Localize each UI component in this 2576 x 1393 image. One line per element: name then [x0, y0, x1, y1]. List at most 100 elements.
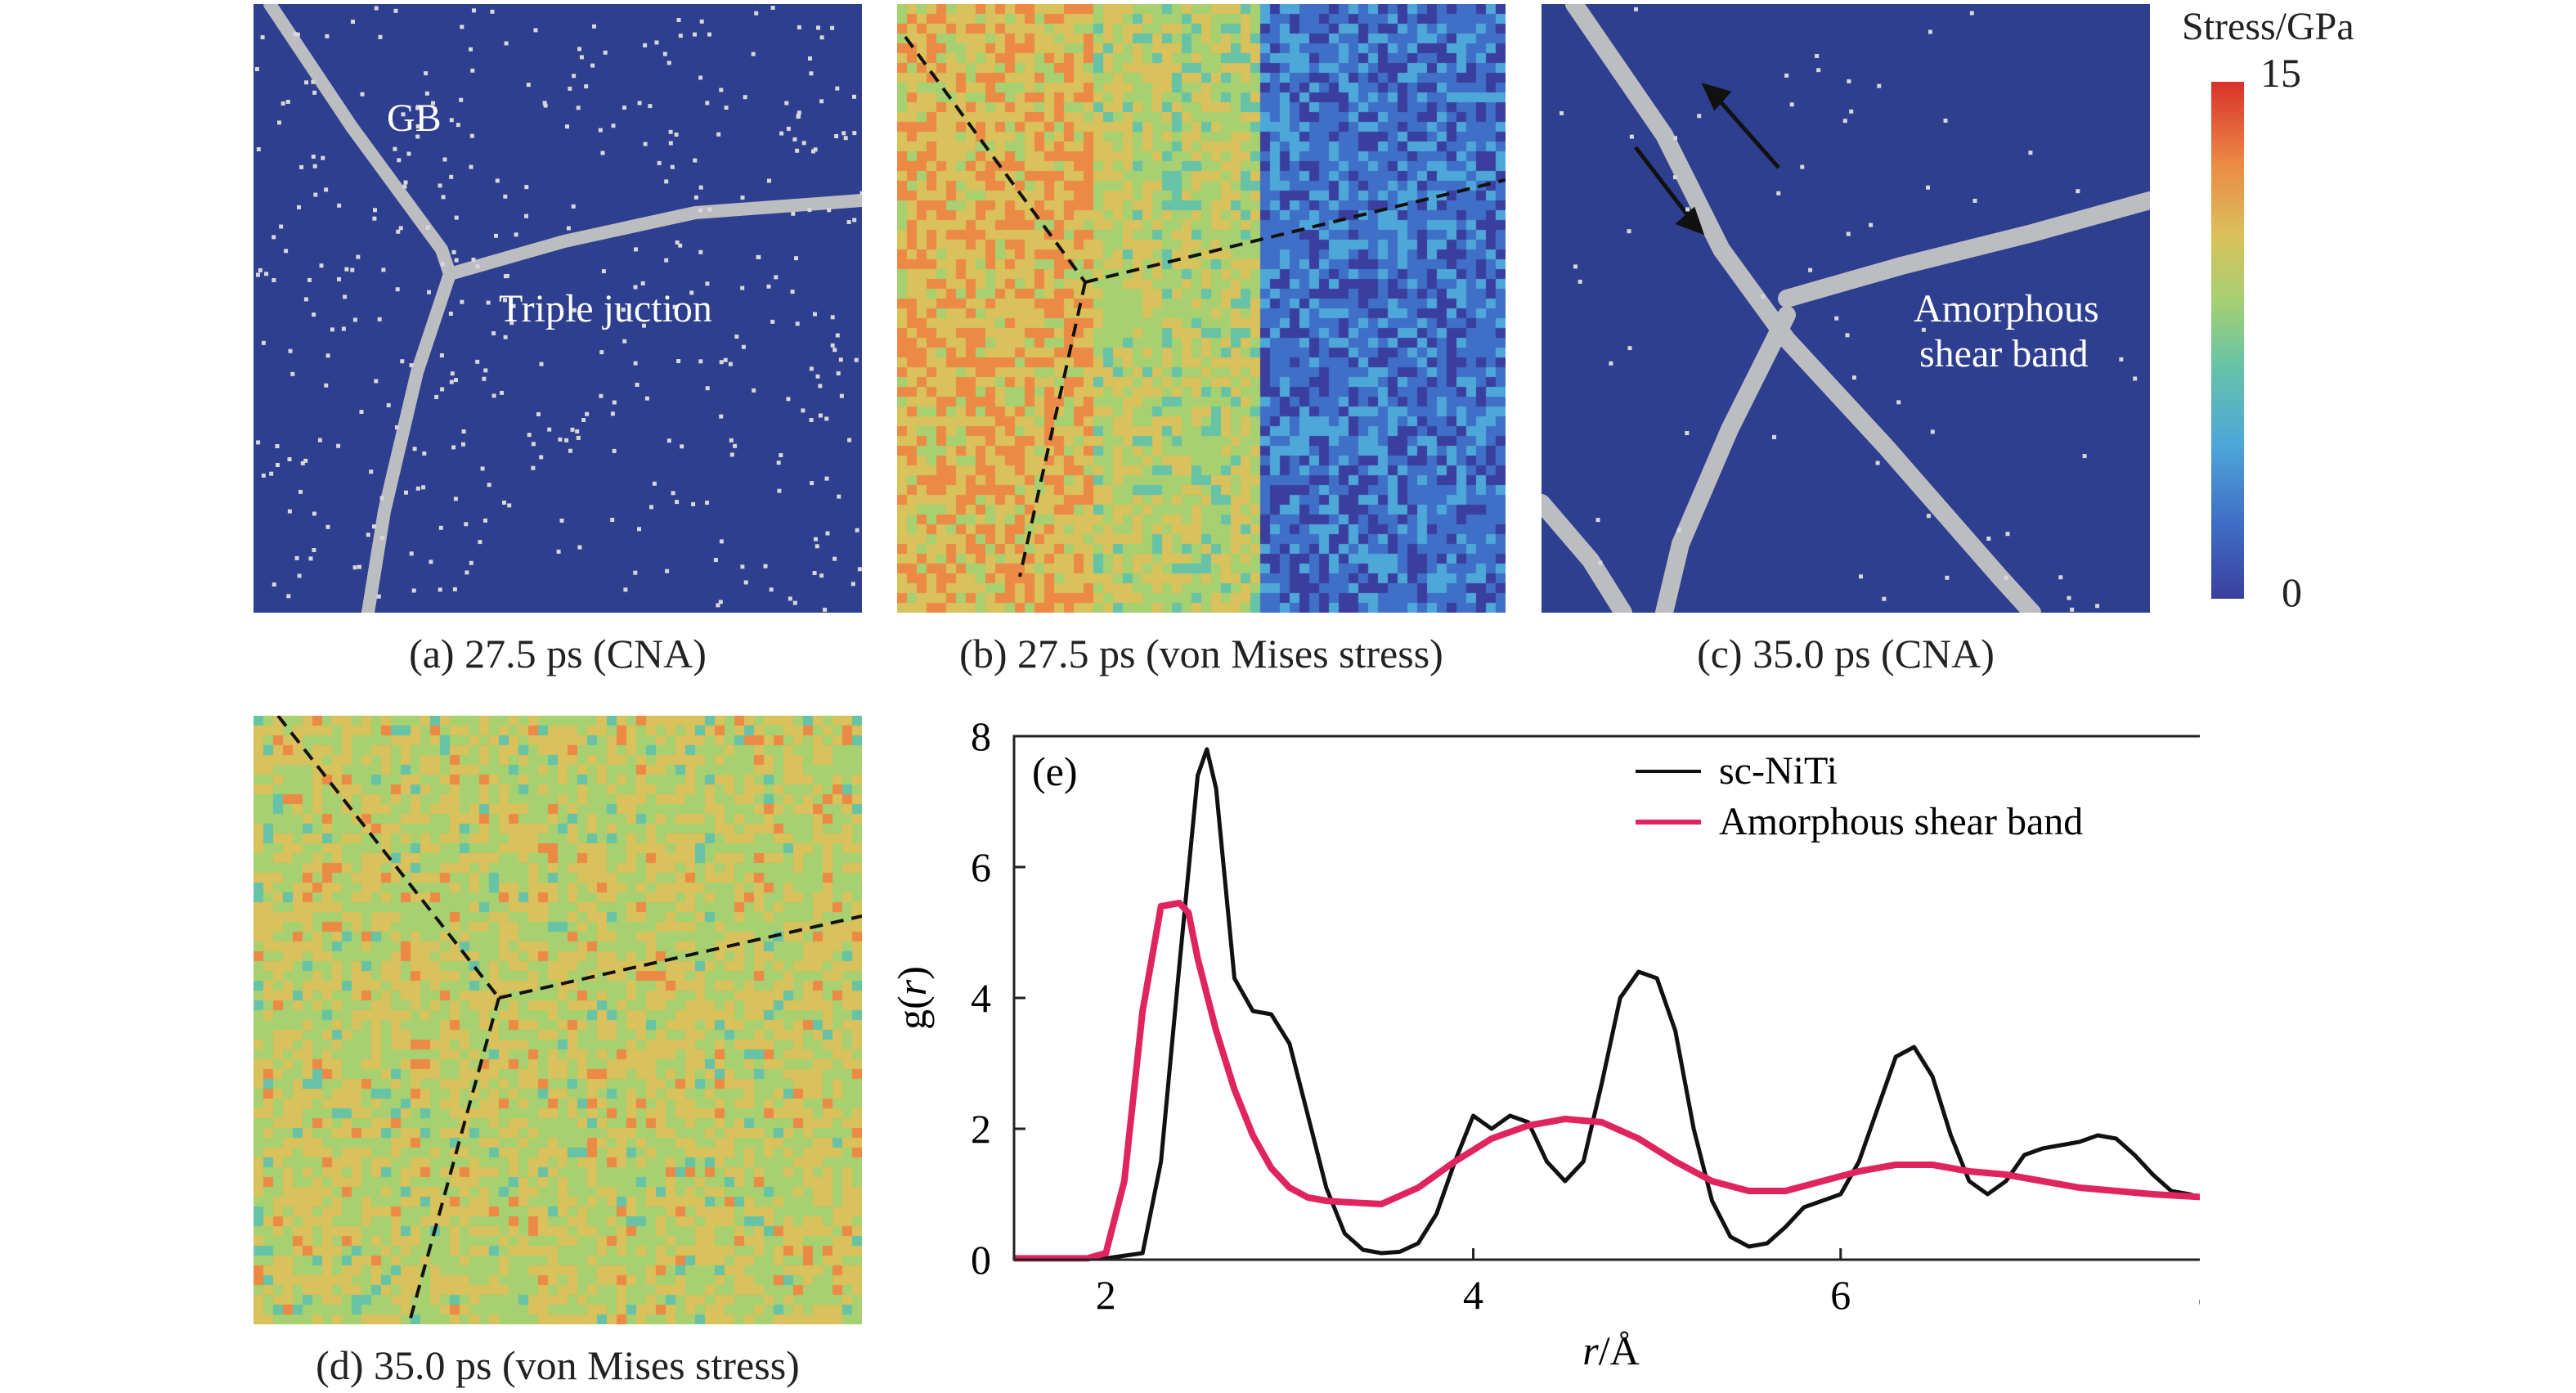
defect-atom: [1882, 596, 1887, 601]
defect-atom: [1877, 83, 1882, 88]
defect-atom: [478, 540, 482, 545]
defect-atom: [472, 8, 476, 13]
defect-atom: [642, 323, 646, 328]
panel-c-image: [1542, 4, 2150, 613]
defect-atom: [788, 596, 792, 601]
defect-atom: [830, 25, 835, 30]
defect-atom: [429, 559, 433, 564]
defect-atom: [743, 580, 748, 585]
defect-atom: [280, 101, 285, 106]
defect-atom: [819, 573, 824, 578]
defect-atom: [337, 276, 341, 281]
defect-atom: [680, 444, 684, 449]
defect-atom: [664, 258, 669, 263]
panel-d-stress-map: [254, 716, 862, 1324]
defect-atom: [1685, 207, 1690, 212]
defect-atom: [649, 505, 653, 510]
defect-atom: [454, 258, 459, 263]
defect-atom: [397, 158, 402, 163]
defect-atom: [825, 531, 830, 536]
defect-atom: [494, 233, 498, 238]
defect-atom: [307, 277, 312, 282]
defect-atom: [1930, 429, 1935, 434]
defect-atom: [1969, 11, 1974, 16]
defect-atom: [360, 92, 365, 97]
defect-atom: [503, 335, 508, 339]
defect-atom: [1847, 79, 1851, 83]
defect-atom: [450, 371, 455, 376]
defect-atom: [846, 220, 851, 224]
defect-atom: [409, 551, 414, 556]
defect-atom: [797, 110, 801, 115]
defect-atom: [740, 564, 745, 569]
defect-atom: [675, 500, 680, 505]
defect-atom: [600, 151, 605, 155]
defect-atom: [568, 448, 572, 453]
defect-atom: [734, 335, 739, 339]
defect-atom: [827, 208, 832, 213]
defect-atom: [482, 376, 487, 381]
defect-atom: [395, 287, 400, 292]
label-amorphous: Amorphous: [1914, 287, 2099, 330]
defect-atom: [599, 350, 604, 355]
defect-atom: [1609, 361, 1613, 366]
defect-atom: [469, 133, 474, 138]
defect-atom: [460, 299, 464, 304]
defect-atom: [691, 501, 696, 506]
defect-atom: [572, 308, 577, 312]
defect-atom: [756, 254, 761, 259]
defect-atom: [795, 148, 800, 153]
defect-atom: [303, 297, 308, 302]
defect-atom: [1815, 54, 1820, 58]
defect-atom: [823, 607, 828, 612]
defect-atom: [662, 52, 667, 56]
defect-atom: [834, 134, 839, 138]
defect-atom: [438, 587, 442, 592]
defect-atom: [400, 359, 405, 364]
defect-atom: [404, 490, 408, 495]
defect-atom: [490, 9, 495, 14]
defect-atom: [380, 535, 384, 540]
defect-atom: [809, 366, 814, 371]
defect-atom: [779, 131, 784, 136]
defect-atom: [572, 74, 577, 79]
defect-atom: [1784, 73, 1789, 78]
defect-atom: [815, 374, 820, 379]
defect-atom: [843, 136, 848, 141]
defect-atom: [676, 18, 681, 22]
x-tick-label: 8: [2198, 1272, 2201, 1318]
defect-atom: [808, 56, 812, 61]
defect-atom: [285, 100, 290, 104]
defect-atom: [311, 79, 316, 84]
defect-atom: [724, 106, 729, 110]
defect-atom: [440, 262, 445, 267]
defect-atom: [434, 394, 439, 399]
series-line-0: [1014, 747, 2200, 1260]
defect-atom: [483, 518, 487, 523]
defect-atom: [279, 224, 284, 229]
defect-atom: [260, 35, 265, 40]
defect-atom: [527, 433, 532, 438]
defect-atom: [779, 453, 783, 457]
defect-atom: [1761, 294, 1766, 299]
defect-atom: [792, 600, 797, 605]
defect-atom: [705, 101, 710, 106]
defect-atom: [792, 137, 797, 142]
defect-atom: [378, 34, 383, 39]
defect-atom: [324, 383, 329, 388]
defect-atom: [807, 208, 812, 213]
defect-atom: [415, 486, 420, 491]
defect-atom: [832, 348, 837, 353]
defect-atom: [670, 164, 675, 169]
defect-atom: [1859, 574, 1863, 579]
defect-atom: [716, 132, 721, 137]
defect-atom: [668, 141, 673, 146]
defect-atom: [664, 179, 669, 184]
defect-atom: [689, 290, 694, 295]
defect-atom: [819, 35, 824, 40]
defect-atom: [1928, 29, 1932, 34]
defect-atom: [1816, 68, 1821, 73]
defect-atom: [1672, 175, 1677, 180]
defect-atom: [300, 461, 305, 465]
defect-atom: [743, 95, 747, 100]
